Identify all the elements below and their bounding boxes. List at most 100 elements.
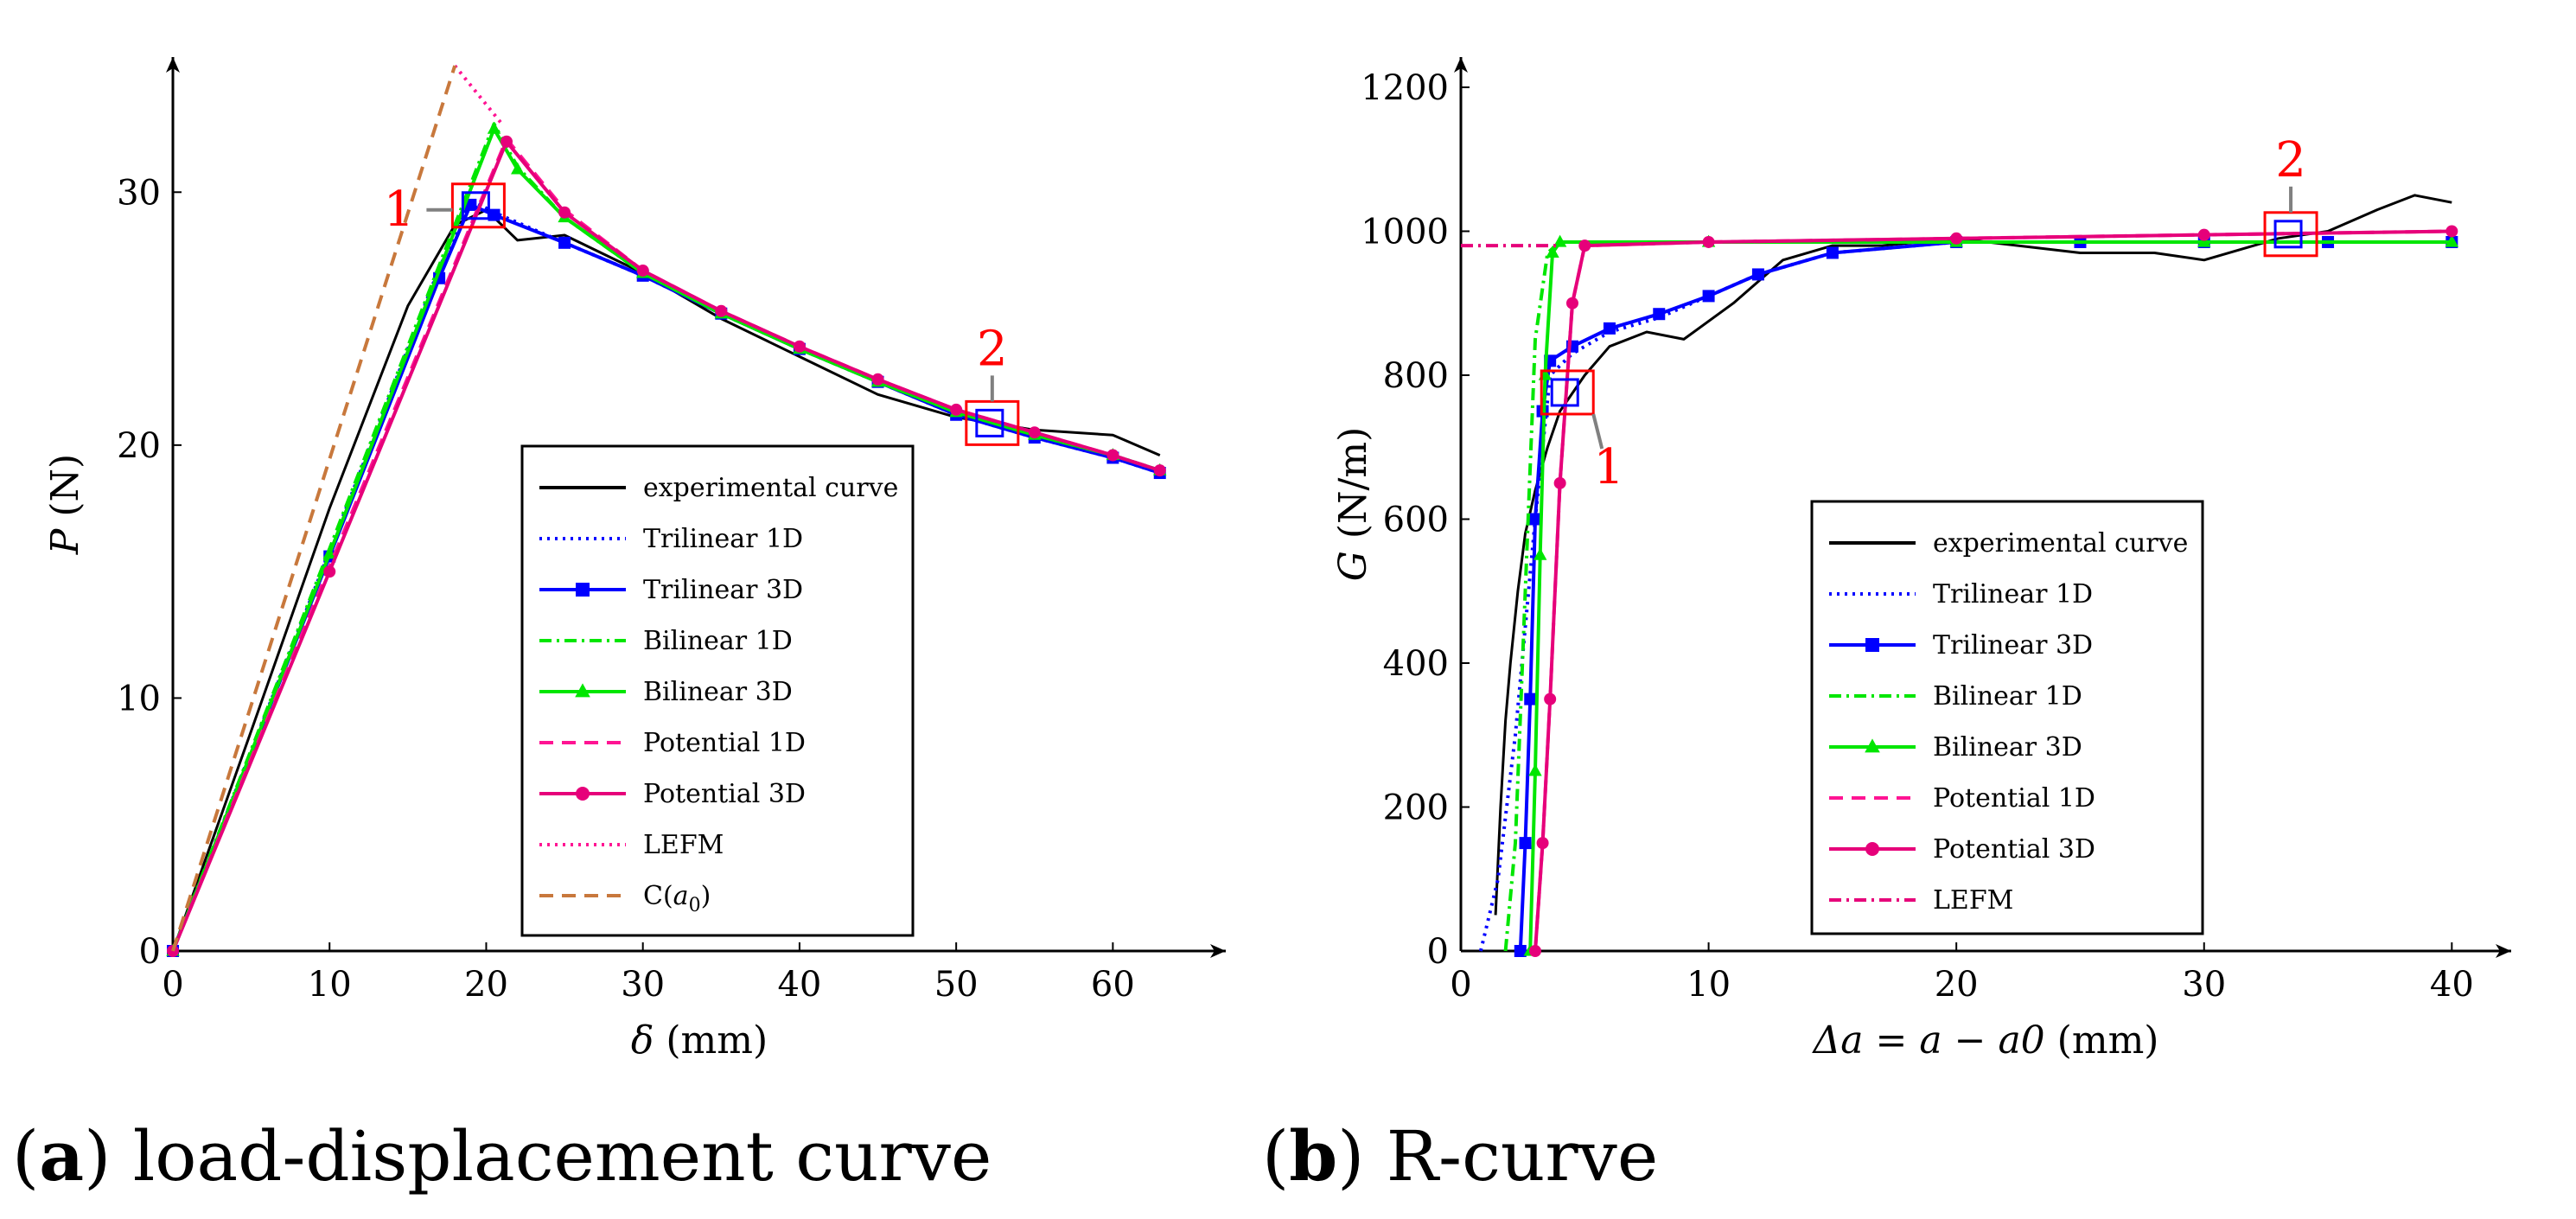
legend-label-potential-3d: Potential 3D — [1933, 834, 2095, 865]
data-point-trilinear-3d — [1702, 290, 1715, 303]
data-point-potential-3d — [1578, 239, 1591, 252]
annotation-label-1: 1 — [384, 182, 415, 238]
legend-label-potential-3d: Potential 3D — [643, 779, 806, 809]
series-line-c-a0 — [171, 65, 457, 952]
annotation-inner-box-1 — [1550, 378, 1579, 407]
data-point-potential-3d — [1565, 297, 1578, 310]
data-point-potential-3d — [558, 206, 571, 219]
data-point-potential-3d — [950, 403, 963, 416]
data-point-potential-3d — [323, 565, 336, 578]
data-point-trilinear-3d — [1826, 246, 1839, 259]
y-tick-label: 400 — [1383, 644, 1449, 684]
legend-marker-bilinear-3d — [1865, 738, 1880, 753]
data-point-trilinear-3d — [1528, 513, 1541, 526]
legend-label-trilinear-3d: Trilinear 3D — [1933, 630, 2093, 661]
y-axis-label: P (N) — [43, 454, 87, 555]
legend-label-bilinear-3d: Bilinear 3D — [643, 677, 793, 707]
x-tick-label: 60 — [1091, 965, 1135, 1005]
annotation-inner-box-2 — [975, 408, 1004, 437]
data-point-potential-3d — [2197, 228, 2210, 241]
data-point-trilinear-3d — [488, 208, 501, 221]
data-point-potential-3d — [1544, 692, 1557, 705]
data-point-potential-3d — [1153, 464, 1166, 477]
data-point-trilinear-3d — [1751, 268, 1764, 281]
annotation-inner-box-2 — [2273, 220, 2303, 249]
y-tick-label: 30 — [117, 173, 161, 213]
data-point-trilinear-3d — [1653, 308, 1666, 321]
series-line-potential-3d — [1533, 229, 2452, 952]
legend-marker-potential-3d — [1865, 842, 1879, 856]
data-point-potential-3d — [1702, 235, 1715, 248]
data-point-trilinear-3d — [1603, 322, 1616, 335]
axes-a: 0 10 20 30 40 50 60 0 10 20 30 δ (mm) P (N) — [43, 57, 1226, 1063]
caption-a: (a) load-displacement curve — [12, 1115, 992, 1197]
data-point-trilinear-3d — [1524, 692, 1537, 705]
x-tick-label: 30 — [2182, 965, 2226, 1005]
data-point-trilinear-3d — [1519, 837, 1532, 850]
data-point-bilinear-3d — [2445, 234, 2459, 247]
legend-label-trilinear-3d: Trilinear 3D — [643, 575, 803, 605]
data-point-trilinear-3d — [558, 236, 571, 249]
y-tick-label: 1000 — [1361, 212, 1449, 252]
legend-marker-potential-3d — [576, 787, 590, 801]
legend-frame — [1810, 500, 2204, 935]
data-point-bilinear-3d — [1553, 234, 1567, 247]
legend-marker-trilinear-3d — [1865, 638, 1879, 652]
series-line-bilinear-3d — [1528, 240, 2452, 952]
y-tick-label: 0 — [139, 932, 161, 972]
legend-marker-bilinear-3d — [575, 683, 590, 698]
series-line-lefm — [453, 64, 504, 125]
caption-b-text: R-curve — [1386, 1116, 1659, 1197]
data-point-bilinear-3d — [1533, 547, 1547, 560]
x-tick-label: 10 — [1687, 965, 1731, 1005]
legend-label-bilinear-1d: Bilinear 1D — [1933, 681, 2082, 712]
legend-label-trilinear-1d: Trilinear 1D — [1933, 579, 2093, 610]
data-point-potential-3d — [1528, 945, 1541, 957]
data-point-potential-3d — [715, 304, 728, 317]
x-tick-label: 10 — [308, 965, 352, 1005]
data-point-potential-3d — [2445, 225, 2458, 238]
legend-label-bilinear-1d: Bilinear 1D — [643, 626, 793, 656]
data-point-bilinear-3d — [487, 121, 501, 134]
series-line-potential-3d — [171, 139, 1161, 952]
legend-label-trilinear-1d: Trilinear 1D — [643, 524, 803, 554]
series-group-b — [1461, 194, 2459, 957]
annotation-box-1 — [450, 182, 506, 229]
data-point-potential-3d — [501, 135, 513, 148]
y-axis-label: G (N/m) — [1331, 427, 1375, 582]
data-point-bilinear-3d — [1528, 763, 1542, 776]
caption-a-text: load-displacement curve — [132, 1116, 992, 1197]
legend-label-c-a0: C(a0) — [643, 881, 711, 916]
data-point-bilinear-3d — [322, 546, 336, 559]
y-tick-label: 800 — [1383, 356, 1449, 396]
x-tick-label: 0 — [1450, 965, 1471, 1005]
data-point-potential-3d — [1106, 449, 1119, 462]
x-tick-label: 30 — [621, 965, 665, 1005]
y-tick-label: 0 — [1427, 932, 1449, 972]
data-point-potential-3d — [1536, 837, 1549, 850]
annotation-label-2: 2 — [2275, 132, 2306, 188]
legend-label-potential-1d: Potential 1D — [643, 728, 806, 758]
series-group-a — [166, 64, 1167, 957]
data-point-bilinear-3d — [1546, 246, 1559, 258]
y-tick-label: 1200 — [1361, 68, 1449, 108]
data-point-potential-3d — [636, 264, 649, 277]
legend-label-experimental-curve: experimental curve — [643, 473, 898, 503]
legend-label-experimental-curve: experimental curve — [1933, 528, 2188, 558]
annotation-label-1: 1 — [1593, 439, 1624, 495]
x-axis-label: δ (mm) — [631, 1018, 768, 1063]
annotation-inner-box-1 — [461, 191, 490, 220]
x-tick-label: 0 — [162, 965, 183, 1005]
legend-marker-trilinear-3d — [576, 583, 590, 597]
x-tick-label: 40 — [2430, 965, 2474, 1005]
x-tick-label: 40 — [777, 965, 821, 1005]
caption-b: (b) R-curve — [1262, 1115, 1659, 1197]
x-axis-label: Δa = a − a0 (mm) — [1812, 1018, 2159, 1063]
legend-a: experimental curve Trilinear 1D Trilinear … — [520, 444, 915, 937]
markers-group-b: 12 — [1540, 132, 2318, 495]
legend-b: experimental curve Trilinear 1D Trilinear … — [1810, 500, 2204, 935]
x-tick-label: 20 — [1935, 965, 1979, 1005]
